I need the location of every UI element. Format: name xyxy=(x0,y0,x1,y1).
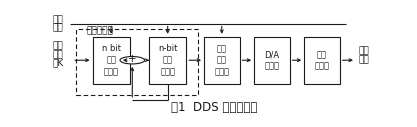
Text: n-bit: n-bit xyxy=(158,44,177,53)
Text: 字K: 字K xyxy=(53,59,64,68)
Text: n bit: n bit xyxy=(102,44,121,53)
Text: 频率: 频率 xyxy=(106,56,116,65)
Text: 查找表: 查找表 xyxy=(214,67,229,76)
Text: 寄存器: 寄存器 xyxy=(103,67,118,76)
Text: 波形: 波形 xyxy=(359,46,369,55)
Text: 采样: 采样 xyxy=(53,15,63,24)
Text: 相位累加器: 相位累加器 xyxy=(86,26,113,35)
Text: 相位: 相位 xyxy=(163,56,173,65)
Text: 低通: 低通 xyxy=(317,50,327,59)
Text: 波形: 波形 xyxy=(217,44,227,53)
Bar xyxy=(304,37,340,84)
Text: 频率: 频率 xyxy=(53,41,63,50)
Bar xyxy=(254,37,290,84)
Text: 图1  DDS 原理方框图: 图1 DDS 原理方框图 xyxy=(171,101,257,114)
Text: 控制: 控制 xyxy=(53,50,63,59)
Text: +: + xyxy=(128,54,137,64)
Text: 滤波器: 滤波器 xyxy=(314,61,329,70)
Bar xyxy=(93,37,130,84)
Bar xyxy=(76,29,198,95)
Bar xyxy=(204,37,239,84)
Circle shape xyxy=(120,57,145,64)
Text: 时钟: 时钟 xyxy=(53,23,63,33)
Text: 数据: 数据 xyxy=(217,56,227,65)
Text: D/A: D/A xyxy=(264,50,279,59)
Text: 转换器: 转换器 xyxy=(264,61,279,70)
Bar xyxy=(149,37,186,84)
Text: 输出: 输出 xyxy=(359,56,369,65)
Text: 寄存器: 寄存器 xyxy=(160,67,175,76)
